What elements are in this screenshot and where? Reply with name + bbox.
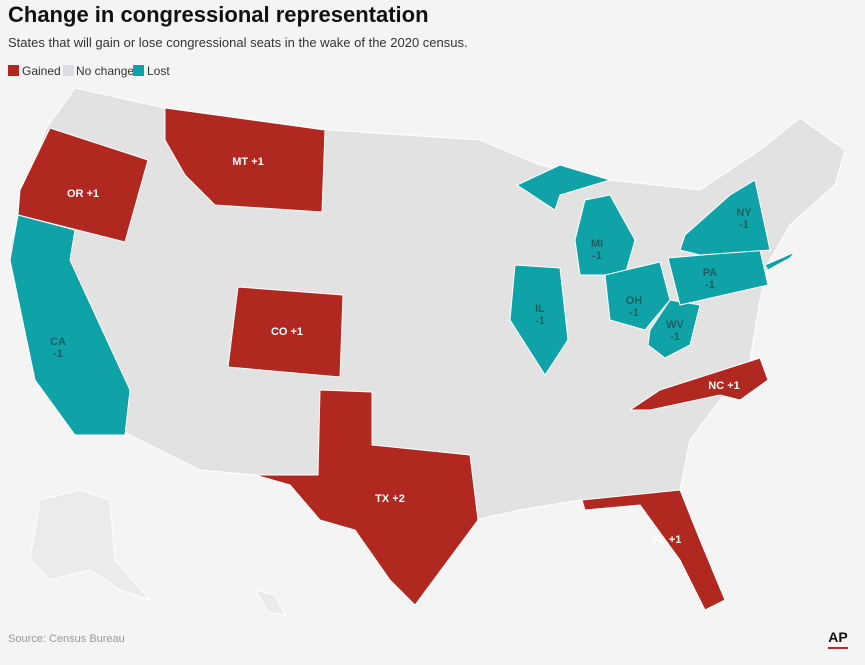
alaska	[29, 489, 152, 602]
state-abbr: NY	[736, 207, 752, 219]
base-map	[9, 87, 846, 616]
state-shape	[509, 264, 569, 376]
state-shape	[515, 164, 612, 211]
state-abbr: CA	[50, 336, 66, 348]
state-labels: OR +1 MT +1 CO +1 TX +2 FL +1 NC +1 CA -1…	[50, 156, 752, 546]
state-abbr: CO	[271, 326, 288, 338]
state-change: -1	[670, 331, 680, 343]
state-label: MI -1	[591, 238, 603, 262]
state-label: MT +1	[232, 156, 264, 168]
logo: AP	[828, 629, 847, 645]
state-change: +1	[727, 380, 740, 392]
state-change: +1	[291, 326, 304, 338]
state-abbr: MT	[232, 156, 248, 168]
state-shape	[17, 127, 149, 243]
state-change: +1	[87, 188, 100, 200]
state-abbr: FL	[653, 534, 667, 546]
state-change: +2	[392, 493, 405, 505]
state-label: IL -1	[535, 303, 545, 327]
state-label: CO +1	[271, 326, 303, 338]
state-shape	[581, 489, 726, 611]
state-change: -1	[629, 307, 639, 319]
state-abbr: OR	[67, 188, 84, 200]
legend-swatch	[8, 65, 19, 76]
state-shape	[227, 286, 344, 378]
state-shape	[164, 107, 326, 213]
legend-swatch	[133, 65, 144, 76]
state-shape	[254, 389, 479, 606]
state-shape	[604, 261, 671, 331]
state-change: -1	[705, 279, 715, 291]
hawaii	[253, 589, 286, 616]
state-change: -1	[592, 250, 602, 262]
state-abbr: MI	[591, 238, 603, 250]
state-abbr: IL	[535, 303, 545, 315]
state-shape	[9, 214, 131, 436]
legend: Gained No change Lost	[8, 64, 170, 78]
state-shape	[679, 179, 771, 256]
state-label: FL +1	[653, 534, 682, 546]
state-label: TX +2	[375, 493, 405, 505]
state-shape	[764, 251, 796, 271]
state-change: +1	[669, 534, 682, 546]
state-label: NY -1	[736, 207, 752, 231]
state-label: NC +1	[708, 380, 740, 392]
state-change: -1	[739, 219, 749, 231]
legend-label: No change	[76, 64, 134, 78]
state-abbr: TX	[375, 493, 390, 505]
state-abbr: WV	[666, 319, 684, 331]
state-change: -1	[535, 315, 545, 327]
state-label: OH -1	[626, 295, 643, 319]
state-shape	[647, 299, 701, 359]
subtitle: States that will gain or lose congressio…	[8, 35, 468, 50]
state-label: OR +1	[67, 188, 99, 200]
state-change: -1	[53, 348, 63, 360]
legend-label: Gained	[22, 64, 61, 78]
state-abbr: OH	[626, 295, 643, 307]
state-change: +1	[251, 156, 264, 168]
state-label: WV -1	[666, 319, 684, 343]
legend-label: Lost	[147, 64, 170, 78]
legend-swatch	[63, 65, 74, 76]
source: Source: Census Bureau	[8, 633, 125, 645]
state-shape	[628, 357, 769, 411]
state-label: CA -1	[50, 336, 66, 360]
state-abbr: PA	[703, 267, 718, 279]
states	[9, 107, 796, 611]
title: Change in congressional representation	[8, 2, 429, 27]
state-abbr: NC	[708, 380, 724, 392]
state-label: PA -1	[703, 267, 718, 291]
